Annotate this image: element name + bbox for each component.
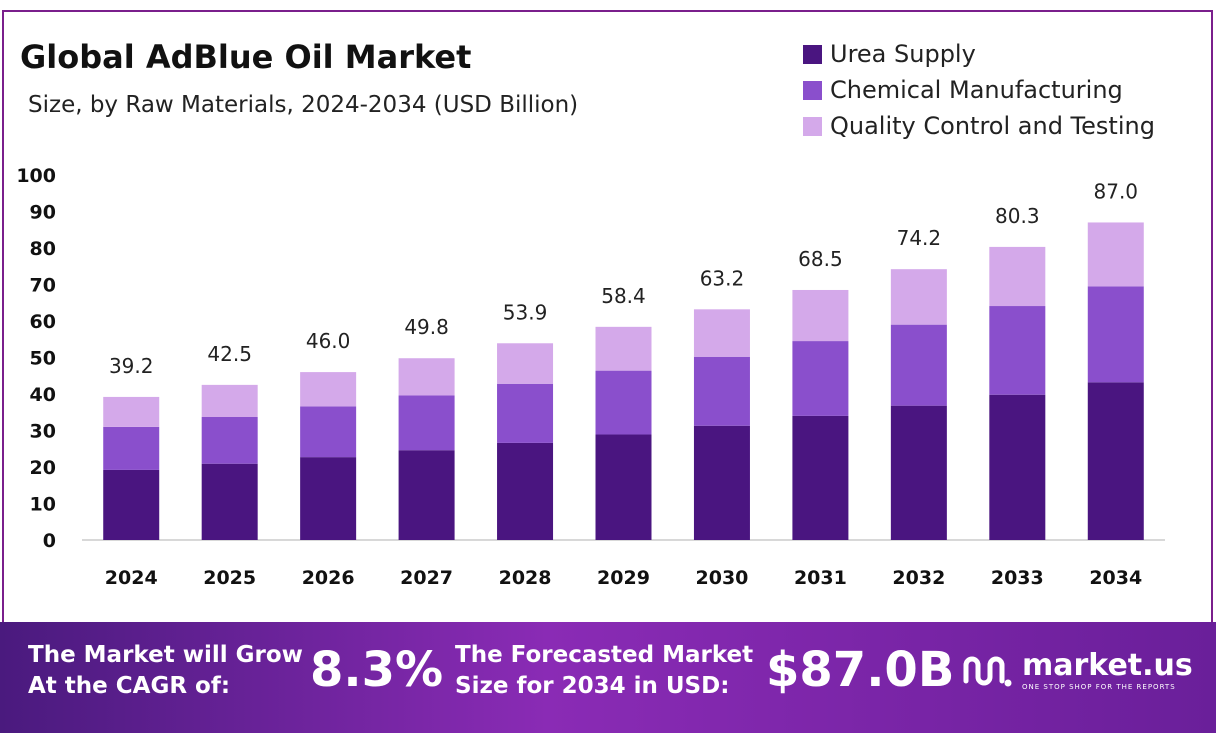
bar-segment-chemical-manufacturing [693,356,750,426]
legend-label: Urea Supply [830,40,976,68]
x-tick-label: 2028 [499,567,552,589]
y-tick-label: 40 [30,384,56,406]
x-tick-label: 2029 [597,567,650,589]
forecast-value: $87.0B [766,642,955,698]
x-tick-label: 2026 [302,567,355,589]
brand-text: market.us ONE STOP SHOP FOR THE REPORTS [1022,650,1193,692]
bar-total-label: 53.9 [503,300,548,324]
y-tick-label: 20 [30,457,56,479]
bar-total-label: 80.3 [995,204,1040,228]
bar-segment-quality-control-and-testing [398,358,455,396]
x-tick-label: 2032 [892,567,945,589]
forecast-label-line2: Size for 2034 in USD: [455,673,730,699]
bar-segment-chemical-manufacturing [890,324,947,406]
bar-segment-urea-supply [595,434,652,540]
y-tick-label: 90 [30,202,56,224]
bar-total-label: 63.2 [700,266,745,290]
bar-segment-quality-control-and-testing [693,309,750,357]
bar-segment-urea-supply [1087,382,1144,540]
legend-label: Chemical Manufacturing [830,76,1123,104]
legend-label: Quality Control and Testing [830,112,1155,140]
bar-segment-urea-supply [792,415,849,540]
bar-segment-chemical-manufacturing [792,341,849,416]
cagr-label: The Market will Grow At the CAGR of: [28,640,318,702]
x-tick-label: 2025 [203,567,256,589]
x-tick-label: 2031 [794,567,847,589]
forecast-label-line1: The Forecasted Market [455,642,754,668]
bar-segment-urea-supply [693,425,750,540]
x-tick-label: 2024 [105,567,158,589]
bar-segment-chemical-manufacturing [300,406,357,458]
brand-tagline: ONE STOP SHOP FOR THE REPORTS [1022,683,1176,691]
bar-segment-chemical-manufacturing [595,370,652,435]
bar-segment-chemical-manufacturing [103,426,160,470]
legend-swatch-quality-control [803,116,822,136]
bar-segment-urea-supply [300,457,357,540]
y-tick-label: 30 [30,421,56,443]
bar-segment-urea-supply [398,450,455,540]
brand-logo: market.us ONE STOP SHOP FOR THE REPORTS [962,650,1193,692]
legend-item-quality-control: Quality Control and Testing [803,108,1155,144]
forecast-label: The Forecasted Market Size for 2034 in U… [455,640,755,702]
cagr-label-line1: The Market will Grow [28,642,303,668]
bar-segment-urea-supply [103,469,160,540]
bar-total-label: 49.8 [404,315,449,339]
cagr-label-line2: At the CAGR of: [28,673,231,699]
bar-segment-quality-control-and-testing [201,384,258,417]
bar-total-label: 39.2 [109,354,154,378]
bar-total-label: 42.5 [207,342,252,366]
y-tick-label: 80 [30,238,56,260]
bar-segment-quality-control-and-testing [300,372,357,407]
brand-name: market.us [1022,648,1193,683]
x-tick-label: 2033 [991,567,1044,589]
bar-total-label: 68.5 [798,247,843,271]
bar-segment-quality-control-and-testing [989,246,1046,307]
cagr-value: 8.3% [310,642,444,698]
bar-segment-quality-control-and-testing [1087,222,1144,287]
bar-total-label: 74.2 [897,226,942,250]
bar-segment-quality-control-and-testing [890,269,947,325]
bar-segment-urea-supply [497,442,554,540]
bar-total-label: 87.0 [1094,179,1139,203]
x-tick-label: 2027 [400,567,453,589]
bar-segment-chemical-manufacturing [989,306,1046,395]
y-tick-label: 100 [16,165,56,187]
legend-item-chemical-manufacturing: Chemical Manufacturing [803,72,1155,108]
bar-segment-urea-supply [201,463,258,540]
x-tick-label: 2030 [696,567,749,589]
bar-segment-urea-supply [989,394,1046,540]
y-tick-label: 0 [43,530,56,552]
y-tick-label: 50 [30,348,56,370]
bar-segment-quality-control-and-testing [497,343,554,384]
bar-segment-chemical-manufacturing [201,416,258,464]
bar-segment-quality-control-and-testing [103,396,160,427]
chart-subtitle: Size, by Raw Materials, 2024-2034 (USD B… [28,92,579,118]
legend-swatch-chemical-manufacturing [803,80,822,100]
bar-segment-chemical-manufacturing [497,383,554,443]
footer-banner: The Market will Grow At the CAGR of: 8.3… [0,622,1216,733]
x-tick-label: 2034 [1089,567,1142,589]
bar-total-label: 58.4 [601,284,646,308]
legend-item-urea-supply: Urea Supply [803,36,1155,72]
legend-swatch-urea-supply [803,44,822,64]
bar-segment-chemical-manufacturing [1087,286,1144,383]
bar-segment-quality-control-and-testing [595,326,652,371]
bar-segment-chemical-manufacturing [398,395,455,451]
y-tick-label: 60 [30,311,56,333]
bar-total-label: 46.0 [306,329,351,353]
y-tick-label: 70 [30,275,56,297]
bar-segment-quality-control-and-testing [792,289,849,342]
chart-title: Global AdBlue Oil Market [20,38,472,76]
y-tick-label: 10 [30,494,56,516]
bar-segment-urea-supply [890,405,947,540]
stacked-bar-chart: 010203040506070809010039.2202442.5202546… [16,165,1165,589]
legend: Urea Supply Chemical Manufacturing Quali… [803,36,1155,144]
market-us-logo-icon [963,656,1012,687]
